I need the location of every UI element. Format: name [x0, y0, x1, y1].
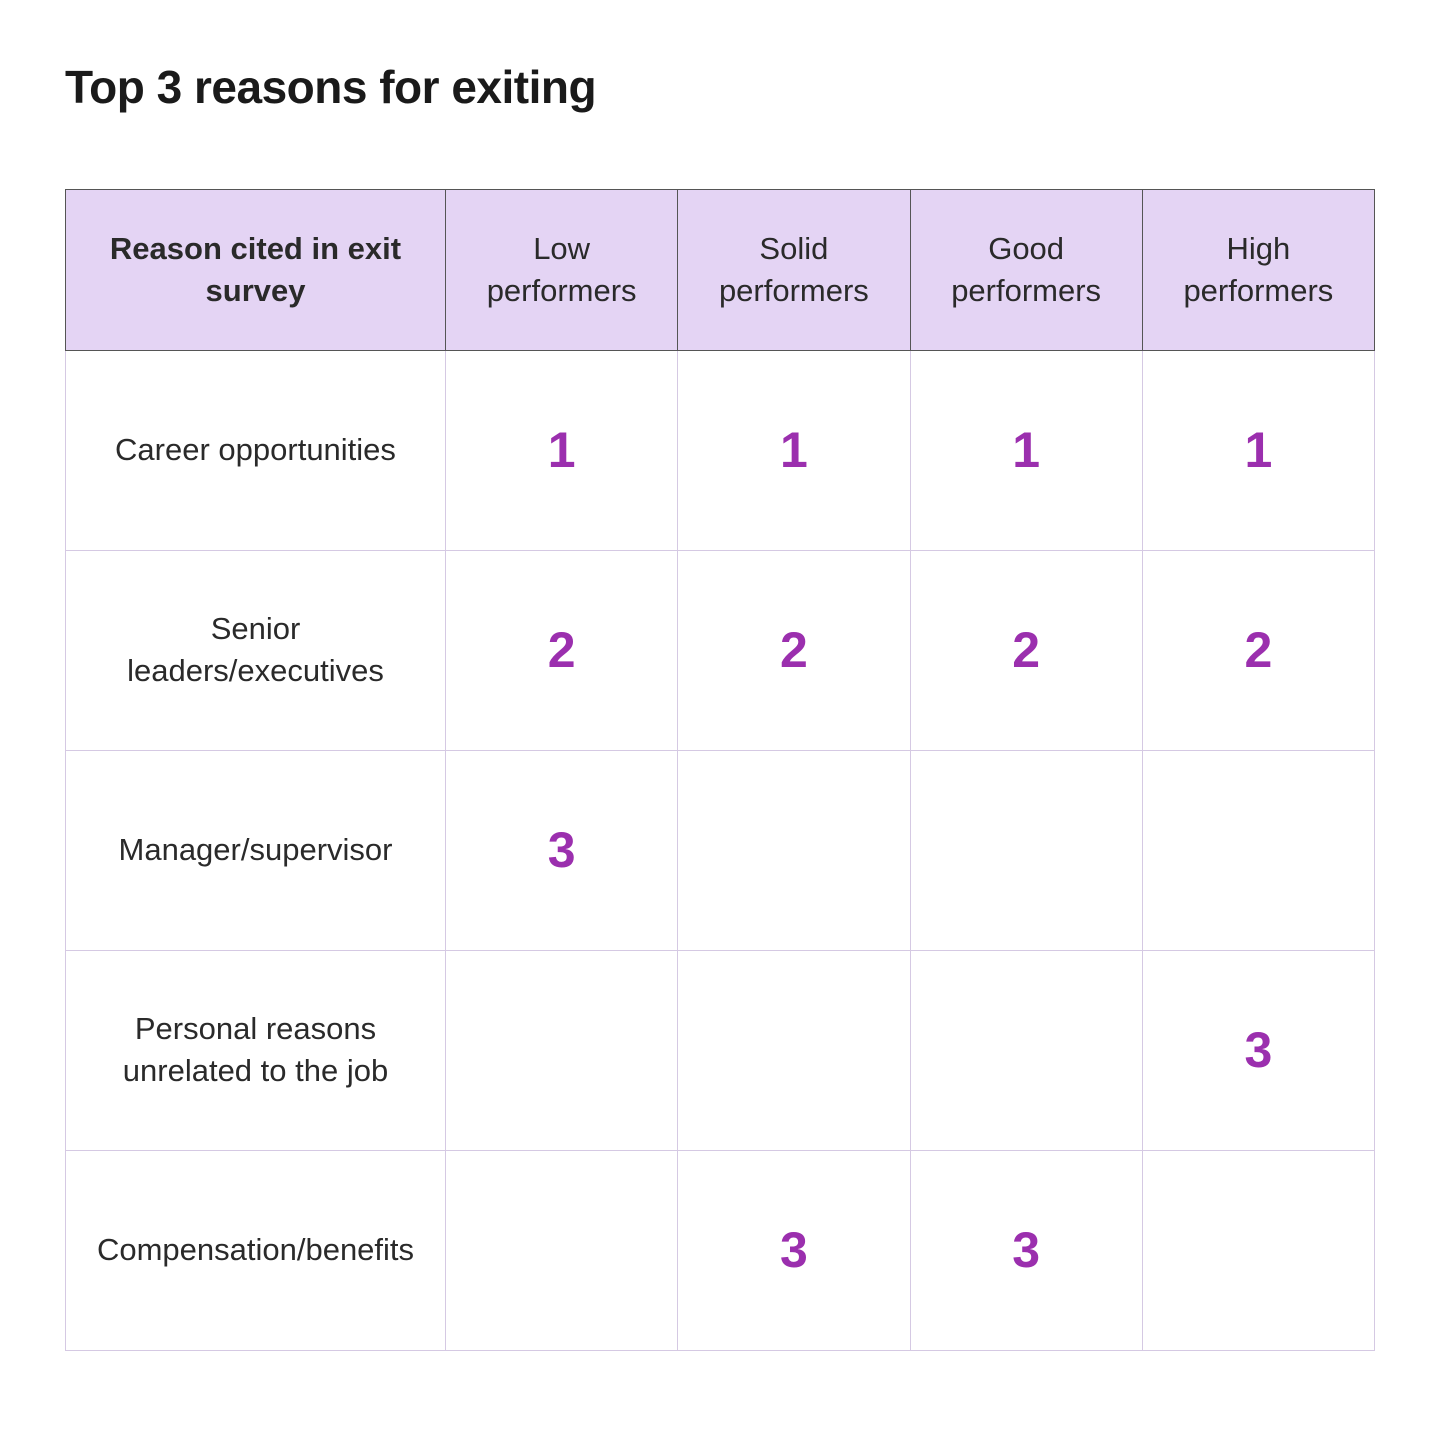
rank-cell-empty	[1142, 750, 1374, 950]
rank-cell: 3	[1142, 950, 1374, 1150]
table-row: Manager/supervisor3	[66, 750, 1375, 950]
rank-cell: 1	[678, 350, 910, 550]
rank-cell-empty	[910, 750, 1142, 950]
rank-cell: 2	[1142, 550, 1374, 750]
page-title: Top 3 reasons for exiting	[65, 60, 1375, 114]
rank-cell: 1	[1142, 350, 1374, 550]
row-label: Senior leaders/executives	[66, 550, 446, 750]
row-label: Personal reasons unrelated to the job	[66, 950, 446, 1150]
rank-cell: 2	[446, 550, 678, 750]
rank-cell: 1	[910, 350, 1142, 550]
col-header-good: Good performers	[910, 190, 1142, 351]
rank-cell-empty	[678, 750, 910, 950]
rank-cell-empty	[446, 950, 678, 1150]
row-label: Career opportunities	[66, 350, 446, 550]
rank-cell-empty	[910, 950, 1142, 1150]
row-label: Manager/supervisor	[66, 750, 446, 950]
col-header-low: Low performers	[446, 190, 678, 351]
table-row: Compensation/benefits 33	[66, 1150, 1375, 1350]
rank-cell-empty	[446, 1150, 678, 1350]
rank-cell: 3	[678, 1150, 910, 1350]
table-row: Senior leaders/executives2222	[66, 550, 1375, 750]
table-row: Career opportunities1111	[66, 350, 1375, 550]
rank-cell: 2	[678, 550, 910, 750]
table-body: Career opportunities1111Senior leaders/e…	[66, 350, 1375, 1350]
rank-cell: 3	[446, 750, 678, 950]
rank-cell-empty	[1142, 1150, 1374, 1350]
rank-cell: 1	[446, 350, 678, 550]
col-header-solid: Solid performers	[678, 190, 910, 351]
col-header-high: High performers	[1142, 190, 1374, 351]
row-label: Compensation/benefits	[66, 1150, 446, 1350]
rank-cell: 3	[910, 1150, 1142, 1350]
rank-cell: 2	[910, 550, 1142, 750]
table-row: Personal reasons unrelated to the job 3	[66, 950, 1375, 1150]
exit-reasons-table: Reason cited in exit survey Low performe…	[65, 189, 1375, 1351]
rank-cell-empty	[678, 950, 910, 1150]
row-header-label: Reason cited in exit survey	[66, 190, 446, 351]
table-header-row: Reason cited in exit survey Low performe…	[66, 190, 1375, 351]
